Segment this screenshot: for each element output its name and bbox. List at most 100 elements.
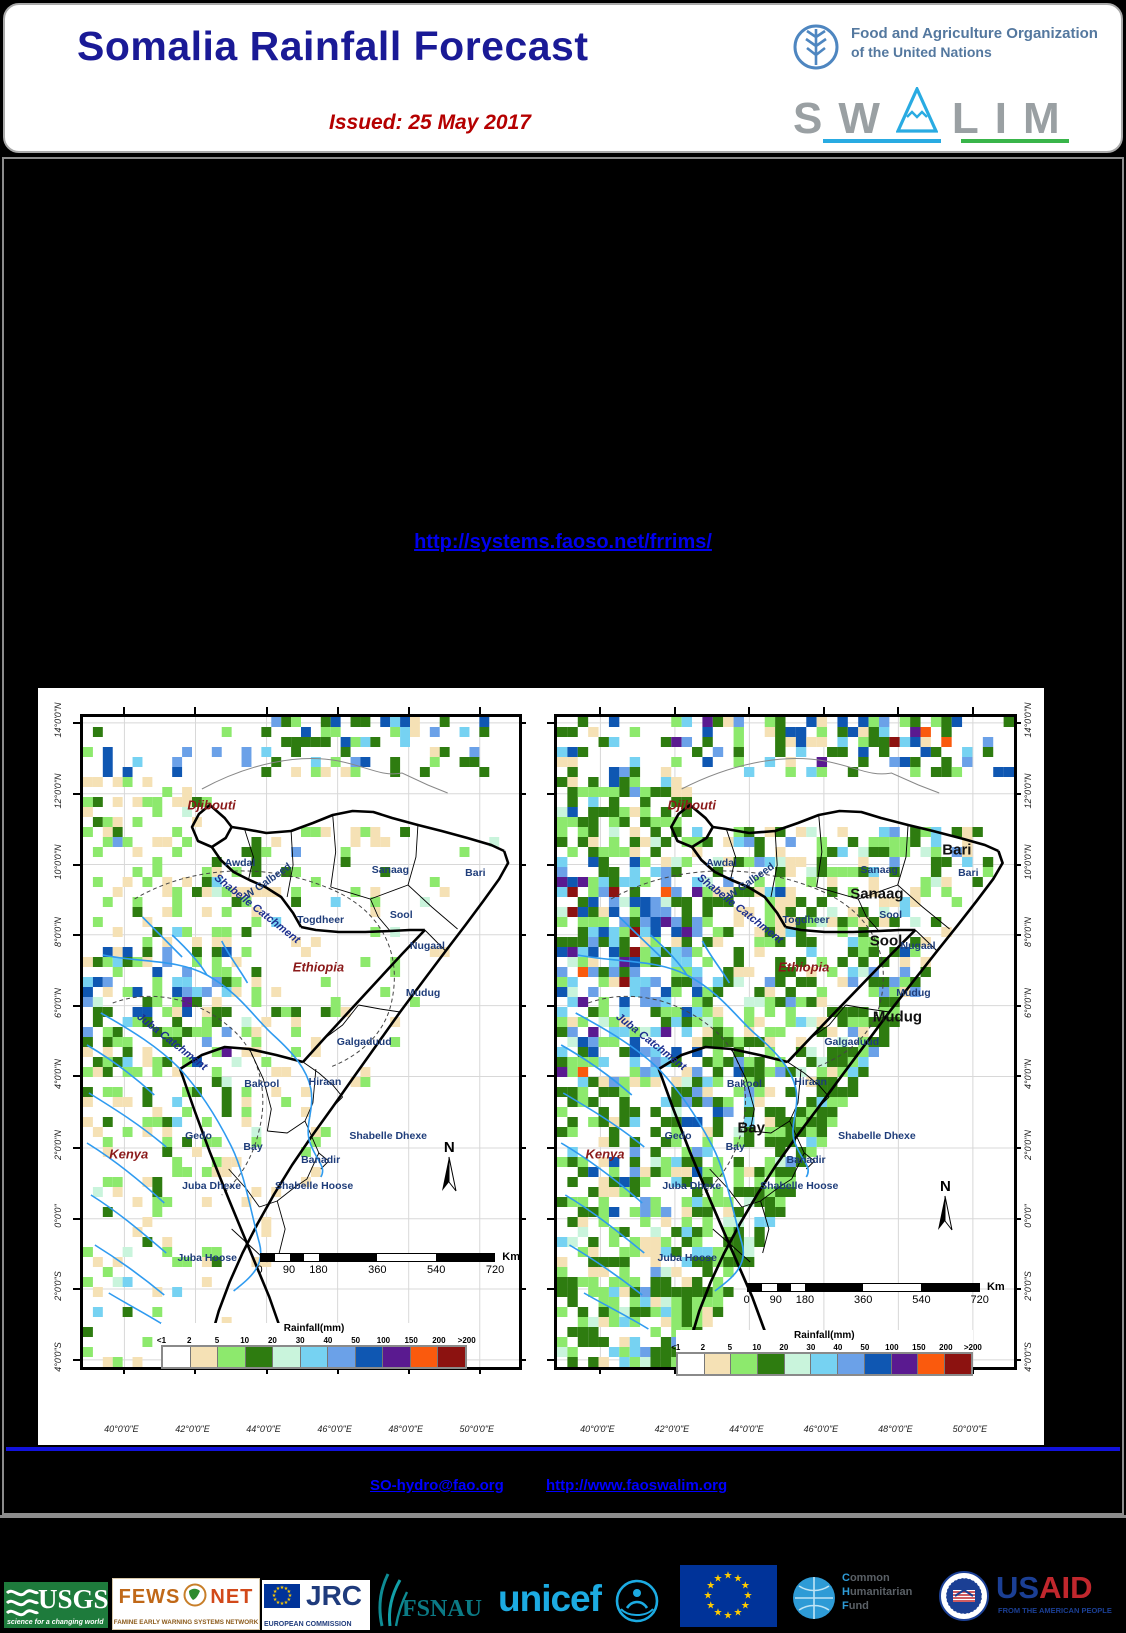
eu-flag-logo: ★ ★ ★ ★ ★ ★ ★ ★ ★ ★ ★ ★ [680,1565,777,1627]
legend-tick-label: 150 [404,1335,418,1345]
fsnau-grass-icon [378,1573,408,1627]
legend-swatch [438,1346,465,1367]
axis-tick [1014,1004,1021,1007]
eu-star-icon: ★ [733,1573,743,1585]
axis-tick [519,1075,526,1078]
legend-labels: <1 2 5 10 20 30 40 50 100 150 200 >200 [671,1342,982,1352]
contact-email-link[interactable]: SO-hydro@fao.org [370,1477,504,1494]
fews-wordmark: FEWS [118,1586,181,1608]
scale-bar-tick-label: 360 [368,1264,387,1277]
legend-tick-label: 50 [860,1342,870,1352]
axis-tick [336,1367,339,1374]
axis-tick [1014,792,1021,795]
eu-star-icon: ★ [713,1573,723,1585]
axis-tick [1014,1075,1021,1078]
eu-star-icon: ★ [733,1607,743,1619]
eu-star-icon: ★ [740,1600,750,1612]
jrc-logo: ★ ★ ★ ★ ★ ★ ★ ★ ★ ★ ★ ★ JRC EUROPEAN COMMISSION [262,1580,370,1630]
axis-tick [547,1004,554,1007]
legend-tick-label: <1 [671,1342,681,1352]
swalim-triangle-icon [895,85,939,141]
fsnau-logo: FSNAU [374,1570,496,1630]
fao-emblem-icon [793,19,839,80]
swalim-letter-w: W [838,94,882,143]
eu-star-icon: ★ [706,1600,716,1612]
fews-net-row: FEWS NET [113,1583,259,1612]
swalim-logo: S W L I M [793,85,1079,147]
legend-tick-label: 5 [727,1342,733,1352]
axis-tick [73,792,80,795]
latitude-label: 4°0'0"N [1023,1058,1033,1090]
longitude-label: 48°0'0"E [388,1424,423,1434]
chf-wordmark: Common Humanitarian Fund [842,1572,913,1612]
swalim-letter-s: S [793,94,825,143]
north-arrow: N [934,1179,956,1239]
axis-tick [265,1367,268,1374]
chf-initial-f: F [842,1599,849,1612]
axis-tick [123,1367,126,1374]
axis-tick [547,1146,554,1149]
legend-tick-label: 50 [351,1335,361,1345]
axis-tick [73,1004,80,1007]
latitude-label: 12°0'0"N [53,773,63,809]
legend-swatch [784,1353,812,1374]
forecast-map-right: Djibouti Awdal W Galbeed Sanaag Bari Togdheer… [547,707,1021,1376]
issued-date: Issued: 25 May 2017 [329,111,531,134]
scale-bar-tick-label: 720 [970,1293,989,1306]
page-title: Somalia Rainfall Forecast [77,23,589,69]
fews-net-logo: FEWS NET FAMINE EARLY WARNING SYSTEMS NE… [112,1578,260,1630]
scale-bar: Km 0 90 180 360 540 720 [257,1251,521,1278]
scale-bar-segment [435,1254,494,1262]
legend-swatch [918,1353,946,1374]
latitude-label: 10°0'0"N [1023,844,1033,880]
eu-star-icon: ★ [275,1586,281,1593]
longitude-label: 44°0'0"E [246,1424,281,1434]
blue-divider-line [6,1447,1120,1451]
axis-tick [547,792,554,795]
north-arrow-label: N [443,1138,455,1156]
legend-tick-label: 5 [214,1335,220,1345]
legend-tick-label: 30 [295,1335,305,1345]
legend-labels: <1 2 5 10 20 30 40 50 100 150 200 >200 [157,1335,476,1345]
north-arrow-label: N [940,1177,951,1195]
latitude-label: 6°0'0"N [1023,987,1033,1019]
axis-tick [519,1358,526,1361]
legend-tick-label: 40 [323,1335,333,1345]
eu-star-icon: ★ [287,1593,293,1599]
legend-swatch [410,1346,439,1367]
website-link[interactable]: http://www.faoswalim.org [546,1477,728,1494]
forecast-map-left-canvas [83,717,519,1367]
scale-bar-segment [318,1254,378,1262]
axis-tick [519,1217,526,1220]
eu-star-icon: ★ [723,1610,733,1622]
scale-bar-labels: 0 90 180 360 540 720 [744,1294,989,1308]
legend-tick-label: 10 [752,1342,762,1352]
axis-tick [123,707,126,714]
scale-bar-tick-label: 540 [426,1264,446,1277]
header: Somalia Rainfall Forecast Issued: 25 May… [3,3,1123,153]
axis-tick [1014,933,1021,936]
fao-org-line1: Food and Agriculture Organization [851,25,1098,42]
eu-star-icon: ★ [743,1590,753,1602]
eu-flag-small-icon: ★ ★ ★ ★ ★ ★ ★ ★ ★ ★ ★ ★ [264,1584,300,1608]
swalim-letter-l: L [951,94,981,143]
usgs-logo: USGS science for a changing world [4,1582,109,1628]
latitude-label: 2°0'0"N [1023,1129,1033,1161]
legend-tick-label: <1 [156,1335,167,1345]
axis-tick [519,792,526,795]
axis-tick [897,707,900,714]
legend-swatch [300,1346,329,1367]
axis-tick [547,863,554,866]
legend-swatch [273,1346,301,1367]
partner-logo-band: USGS science for a changing world FEWS N… [0,1518,1126,1633]
legend-swatch [355,1346,384,1367]
chf-globe-icon [793,1577,835,1619]
frrims-portal-link[interactable]: http://systems.faoso.net/frrims/ [414,531,712,553]
axis-tick [1014,863,1021,866]
axis-tick [1014,1146,1021,1149]
fao-org-line2: of the United Nations [851,43,992,60]
axis-tick [971,1367,974,1374]
legend-swatch [811,1353,839,1374]
legend-swatches [675,1351,973,1376]
scale-bar-segments: Km [259,1251,520,1263]
